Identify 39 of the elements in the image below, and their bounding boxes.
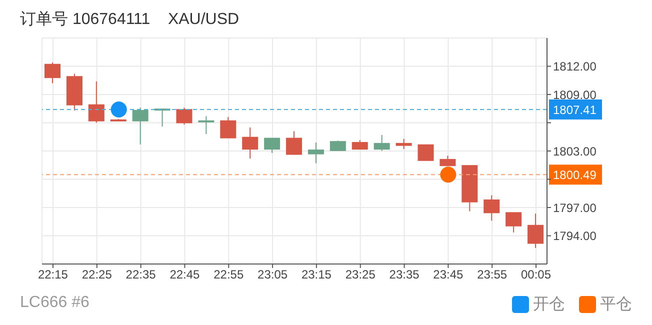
y-tick-label: 1794.00 [553, 229, 597, 244]
x-tick-label: 22:35 [126, 268, 156, 282]
candlestick [88, 80, 104, 124]
candlestick [374, 134, 390, 152]
candlestick [176, 107, 192, 126]
chart-title: 订单号 106764111 XAU/USD [20, 10, 240, 30]
candlestick [220, 116, 236, 138]
x-tick-label: 22:45 [170, 268, 200, 282]
candlestick [506, 212, 522, 233]
candlestick [264, 138, 280, 154]
ref-line-label: 1807.41 [553, 102, 597, 117]
x-tick-label: 23:35 [389, 268, 420, 282]
y-tick-label: 1797.00 [553, 200, 597, 215]
y-tick-label: 1803.00 [553, 144, 597, 158]
candlestick [198, 116, 214, 135]
candlestick [242, 126, 258, 160]
x-tick-label: 22:25 [82, 268, 112, 282]
candlestick [308, 142, 324, 164]
legend-label: 平仓 [600, 295, 632, 315]
candlestick [286, 130, 302, 156]
x-tick-label: 23:15 [301, 268, 332, 282]
x-tick-label: 22:15 [38, 268, 68, 282]
x-tick-label: 22:55 [214, 268, 244, 282]
candlestick [418, 144, 434, 161]
y-tick-label: 1812.00 [553, 60, 597, 74]
candlestick [484, 194, 500, 222]
candlestick [44, 62, 60, 84]
legend-label: 开仓 [533, 295, 565, 315]
x-tick-label: 23:55 [477, 268, 508, 282]
y-tick-label: 1809.00 [553, 88, 597, 102]
x-tick-label: 00:05 [521, 268, 552, 282]
x-tick-label: 23:45 [433, 268, 464, 282]
text: LC666 #6 [20, 294, 90, 312]
candlestick [132, 107, 148, 145]
x-tick-label: 23:25 [345, 268, 376, 282]
ref-line-label: 1800.49 [553, 168, 597, 182]
candlestick [528, 213, 544, 248]
candlestick [396, 138, 412, 150]
x-tick-label: 23:05 [258, 268, 288, 282]
